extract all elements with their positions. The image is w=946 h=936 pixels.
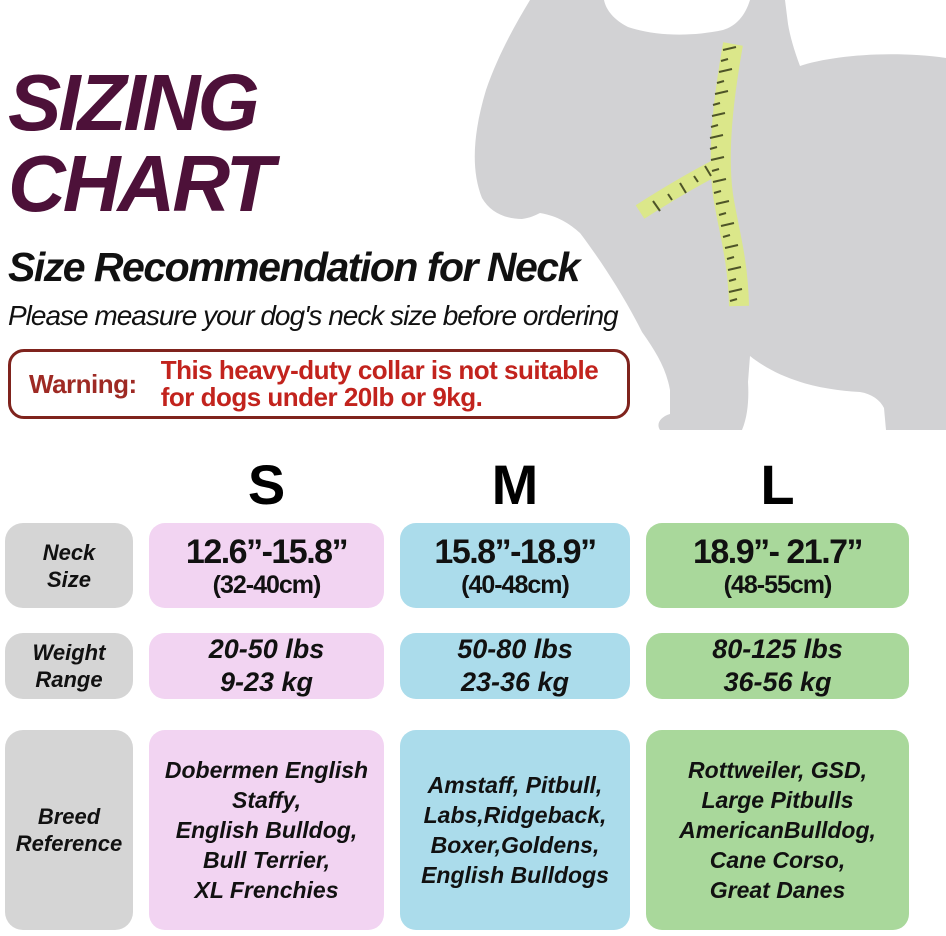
row-label-breed-reference: Breed Reference [5,730,133,930]
tape-tick-marks [652,46,743,302]
size-header-m: M [491,453,539,516]
size-header-s: S [247,453,286,516]
neck-size-cm: (32-40cm) [212,570,322,599]
warning-message-line-1: This heavy-duty collar is not suitable [160,355,599,385]
breed-line: English Bulldogs [421,862,609,888]
breed-line: Bull Terrier, [203,847,330,873]
row-label-weight-range: Weight Range [5,633,133,699]
breed-line: Cane Corso, [709,847,846,873]
neck-size-row: Neck Size 12.6”-15.8” (32-40cm) 15.8”-18… [5,523,909,608]
dog-silhouette [474,0,946,430]
neck-size-cm: (40-48cm) [461,570,570,599]
dog-illustration [460,0,946,440]
row-label-line: Weight [32,640,106,665]
breed-line: Dobermen English [164,757,369,783]
row-label-line: Size [46,566,92,592]
measure-note: Please measure your dog's neck size befo… [8,300,619,331]
size-header-l: L [760,453,795,516]
title-line-1: SIZING [8,58,260,147]
neck-size-cell-s: 12.6”-15.8” (32-40cm) [149,523,384,608]
breed-line: Large Pitbulls [701,787,854,813]
weight-lbs: 50-80 lbs [457,634,573,664]
breed-cell-l: Rottweiler, GSD, Large Pitbulls American… [646,730,909,930]
row-label-line: Breed [37,804,101,829]
neck-size-inches: 18.9”- 21.7” [692,532,864,571]
row-label-line: Neck [42,539,96,565]
warning-message-line-2: for dogs under 20lb or 9kg. [160,382,483,412]
weight-cell-l: 80-125 lbs 36-56 kg [646,633,909,699]
measuring-tape-main [710,42,749,307]
breed-line: XL Frenchies [194,877,339,903]
weight-lbs: 80-125 lbs [712,634,843,664]
neck-size-inches: 12.6”-15.8” [185,532,349,571]
weight-kg: 23-36 kg [460,667,570,697]
breed-line: Amstaff, Pitbull, [427,772,603,798]
weight-kg: 36-56 kg [723,667,832,697]
weight-lbs: 20-50 lbs [208,634,325,664]
page-subtitle: Size Recommendation for Neck [8,244,580,290]
row-label-line: Reference [15,831,123,856]
neck-size-inches: 15.8”-18.9” [434,532,597,571]
breed-line: Labs,Ridgeback, [423,802,607,828]
weight-cell-m: 50-80 lbs 23-36 kg [400,633,630,699]
title-line-2: CHART [8,139,275,228]
row-label-line: Range [35,667,103,692]
warning-box: Warning: This heavy-duty collar is not s… [8,349,630,419]
breed-line: Boxer,Goldens, [430,832,600,858]
breed-line: Rottweiler, GSD, [688,757,867,783]
size-header-row: S M L [5,452,909,516]
weight-cell-s: 20-50 lbs 9-23 kg [149,633,384,699]
neck-size-cell-l: 18.9”- 21.7” (48-55cm) [646,523,909,608]
breed-reference-row: Breed Reference Dobermen English Staffy,… [5,730,909,930]
warning-label: Warning: [29,368,137,399]
breed-line: English Bulldog, [175,817,358,843]
dog-silhouette-svg [474,0,946,430]
breed-cell-s: Dobermen English Staffy, English Bulldog… [149,730,384,930]
header-spacer [5,452,133,517]
breed-line: Staffy, [231,787,302,813]
breed-line: Great Danes [709,877,846,903]
weight-range-row: Weight Range 20-50 lbs 9-23 kg 50-80 lbs… [5,633,909,699]
tape-ticks-path [652,46,743,302]
neck-size-cm: (48-55cm) [723,570,833,599]
weight-kg: 9-23 kg [219,667,314,697]
breed-line: AmericanBulldog, [679,817,876,843]
page-title: SIZING CHART [8,58,275,228]
breed-cell-m: Amstaff, Pitbull, Labs,Ridgeback, Boxer,… [400,730,630,930]
neck-size-cell-m: 15.8”-18.9” (40-48cm) [400,523,630,608]
warning-message: This heavy-duty collar is not suitable f… [161,357,599,411]
row-label-neck-size: Neck Size [5,523,133,608]
